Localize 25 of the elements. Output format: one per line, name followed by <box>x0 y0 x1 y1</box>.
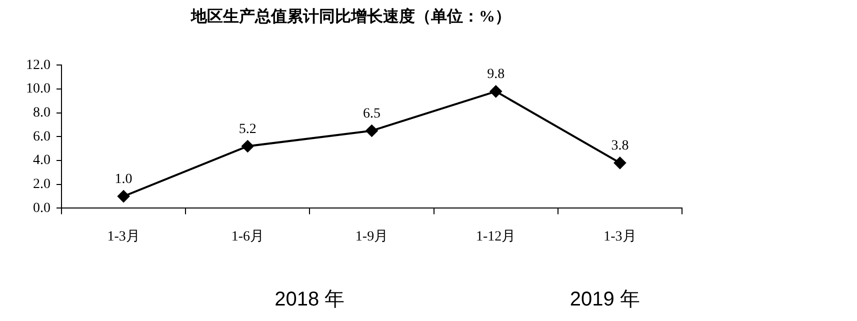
chart-title: 地区生产总值累计同比增长速度（单位：%） <box>190 6 511 26</box>
data-label: 5.2 <box>238 122 256 137</box>
text: 2018 年 <box>274 288 345 311</box>
x-tick-label: 1-3月 <box>107 229 140 244</box>
y-tick-label: 0.0 <box>33 200 50 216</box>
data-label: 1.0 <box>114 172 132 187</box>
data-label: 9.8 <box>487 67 505 82</box>
y-tick-label: 10.0 <box>26 82 50 97</box>
x-tick-label: 1-6月 <box>231 229 264 244</box>
data-label: 3.8 <box>611 138 629 154</box>
point <box>614 156 626 169</box>
y-tick-label: 4.0 <box>33 153 50 168</box>
text: 2019 年 <box>570 288 640 311</box>
point <box>118 190 130 202</box>
x-tick-label: 1-12月 <box>476 229 516 244</box>
y-tick-label: 12.0 <box>26 58 50 73</box>
point <box>366 124 378 137</box>
y-tick-label: 8.0 <box>33 106 50 121</box>
x-tick-label: 1-9月 <box>355 229 388 244</box>
y-tick-label: 6.0 <box>33 129 50 144</box>
point <box>242 140 254 152</box>
x-tick-label: 1-3月 <box>604 229 636 244</box>
y-tick-label: 2.0 <box>33 177 50 192</box>
point <box>490 85 502 98</box>
data-label: 6.5 <box>363 106 380 122</box>
